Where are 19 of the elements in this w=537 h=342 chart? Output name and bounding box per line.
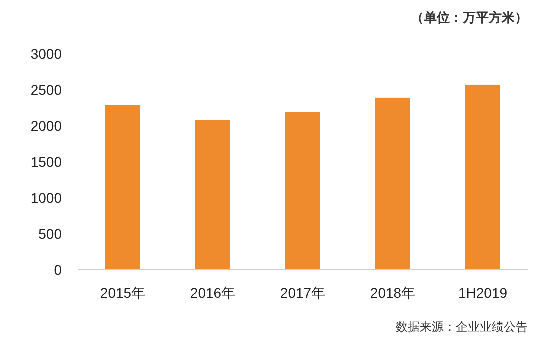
y-tick-label: 2000 [30,118,62,134]
x-tick-label: 1H2019 [458,285,508,301]
bar [466,84,500,270]
source-note: 数据来源：企业业绩公告 [396,320,528,334]
x-tick-label: 2017年 [280,285,326,301]
bar [286,112,320,270]
text: （单位：万平方米） [411,10,528,25]
x-tick-label: 2015年 [100,285,146,301]
y-tick-label: 500 [38,226,62,242]
bar [376,98,410,270]
y-tick-label: 1500 [30,154,62,170]
y-tick-label: 0 [54,262,62,278]
bar [106,105,140,270]
y-tick-label: 2500 [30,82,62,98]
y-tick-label: 1000 [30,190,62,206]
bar [196,120,230,270]
x-tick-label: 2016年 [190,285,236,301]
x-tick-label: 2018年 [370,285,416,301]
y-tick-label: 3000 [30,46,62,62]
